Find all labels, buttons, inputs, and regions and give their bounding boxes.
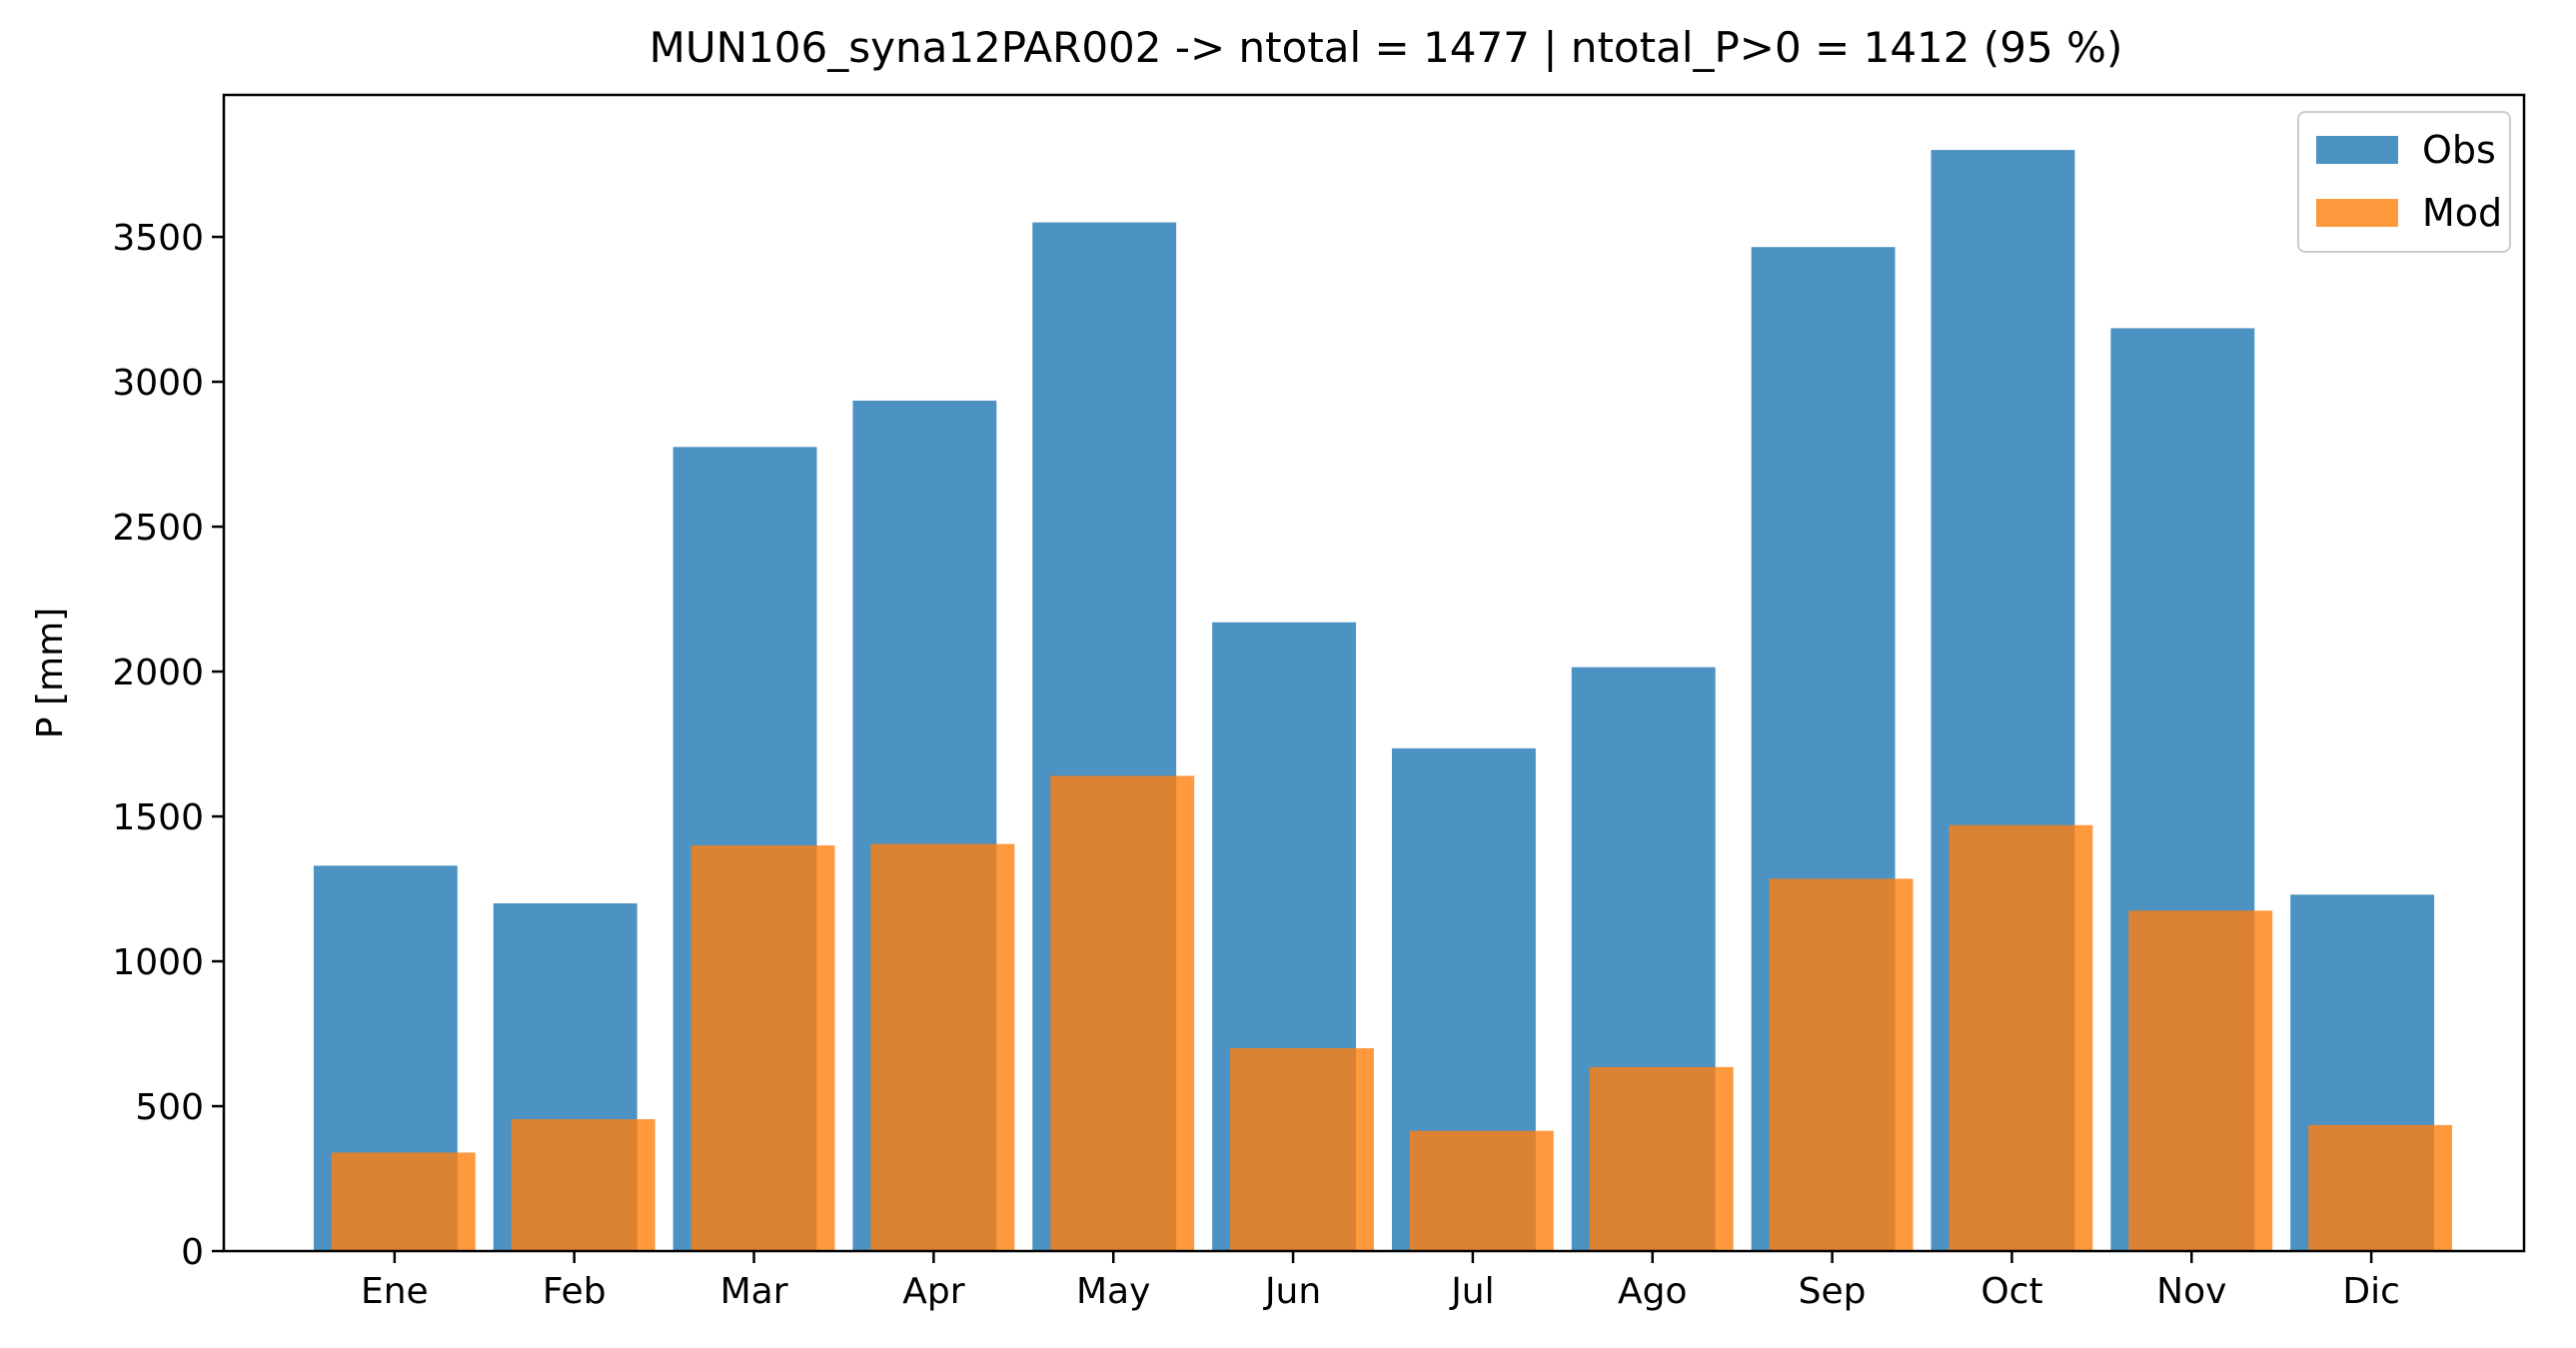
bar-mod-dic xyxy=(2308,1124,2453,1251)
x-tick-label: Mar xyxy=(720,1271,788,1312)
x-tick-label: Feb xyxy=(543,1271,607,1312)
legend-label-obs: Obs xyxy=(2422,128,2496,172)
bar-mod-feb xyxy=(511,1119,655,1251)
x-tick-label: Ene xyxy=(361,1271,429,1312)
y-tick-label: 1500 xyxy=(112,797,204,838)
bar-mod-ago xyxy=(1589,1066,1734,1251)
y-axis: 0 500 1000 1500 2000 2500 3000 3500 xyxy=(112,218,224,1273)
bar-mod-nov xyxy=(2128,910,2273,1251)
y-tick-label: 500 xyxy=(135,1087,204,1128)
y-tick-label: 3500 xyxy=(112,218,204,259)
y-tick-label: 2500 xyxy=(112,508,204,549)
x-tick-label: Ago xyxy=(1618,1271,1688,1312)
x-tick-label: Jul xyxy=(1449,1271,1494,1312)
y-tick-label: 0 xyxy=(181,1232,204,1273)
chart-title: MUN106_syna12PAR002 -> ntotal = 1477 | n… xyxy=(649,23,2123,72)
plot-frame xyxy=(222,93,2526,1253)
y-tick-label: 2000 xyxy=(112,653,204,693)
x-tick-label: May xyxy=(1076,1271,1150,1312)
x-tick-label: Oct xyxy=(1980,1271,2042,1312)
bar-mod-sep xyxy=(1769,878,1914,1251)
legend: Obs Mod xyxy=(2297,111,2511,253)
x-tick-label: Apr xyxy=(902,1271,964,1312)
x-tick-label: Dic xyxy=(2342,1271,2400,1312)
bar-mod-ene xyxy=(331,1152,476,1251)
bar-mod-apr xyxy=(870,843,1015,1251)
bars-group xyxy=(313,150,2453,1252)
bar-mod-jun xyxy=(1230,1048,1374,1251)
bar-mod-oct xyxy=(1948,824,2093,1251)
y-axis-label: P [mm] xyxy=(30,608,71,738)
bar-mod-mar xyxy=(690,845,835,1251)
x-axis: Ene Feb Mar Apr May Jun Jul Ago Sep Oct Nov Dic xyxy=(361,1251,2400,1312)
legend-swatch-mod xyxy=(2316,199,2398,227)
x-tick-label: Nov xyxy=(2156,1271,2226,1312)
legend-swatch-obs xyxy=(2316,136,2398,164)
y-tick-label: 1000 xyxy=(112,942,204,983)
x-tick-label: Sep xyxy=(1799,1271,1867,1312)
x-tick-label: Jun xyxy=(1263,1271,1321,1312)
y-tick-label: 3000 xyxy=(112,363,204,404)
legend-label-mod: Mod xyxy=(2422,191,2502,235)
bar-mod-jul xyxy=(1409,1130,1554,1251)
bar-mod-may xyxy=(1050,775,1195,1251)
